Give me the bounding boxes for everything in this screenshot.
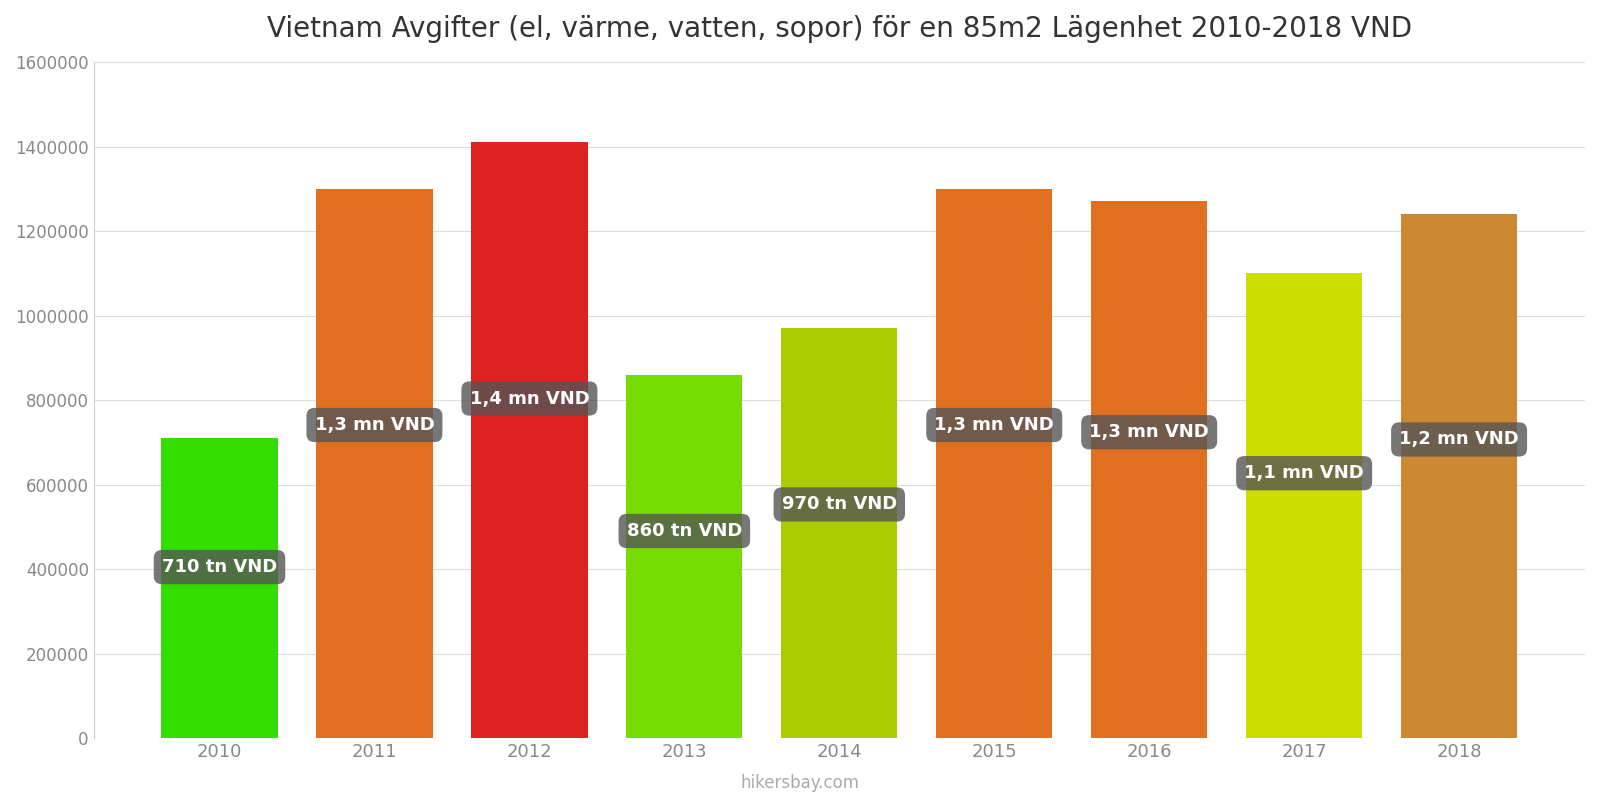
Text: 710 tn VND: 710 tn VND xyxy=(162,558,277,576)
Text: 1,3 mn VND: 1,3 mn VND xyxy=(934,416,1054,434)
Text: 1,1 mn VND: 1,1 mn VND xyxy=(1245,464,1365,482)
Text: 1,2 mn VND: 1,2 mn VND xyxy=(1400,430,1518,449)
Text: 860 tn VND: 860 tn VND xyxy=(627,522,742,540)
Text: 1,3 mn VND: 1,3 mn VND xyxy=(315,416,434,434)
Bar xyxy=(1091,202,1208,738)
Bar xyxy=(317,189,432,738)
Bar xyxy=(936,189,1053,738)
Bar xyxy=(781,328,898,738)
Bar xyxy=(162,438,278,738)
Text: 970 tn VND: 970 tn VND xyxy=(782,495,898,514)
Text: hikersbay.com: hikersbay.com xyxy=(741,774,859,792)
Bar xyxy=(1402,214,1517,738)
Bar xyxy=(1246,274,1362,738)
Text: 1,4 mn VND: 1,4 mn VND xyxy=(469,390,589,407)
Bar xyxy=(472,142,587,738)
Title: Vietnam Avgifter (el, värme, vatten, sopor) för en 85m2 Lägenhet 2010-2018 VND: Vietnam Avgifter (el, värme, vatten, sop… xyxy=(267,15,1411,43)
Text: 1,3 mn VND: 1,3 mn VND xyxy=(1090,423,1210,442)
Bar xyxy=(626,374,742,738)
